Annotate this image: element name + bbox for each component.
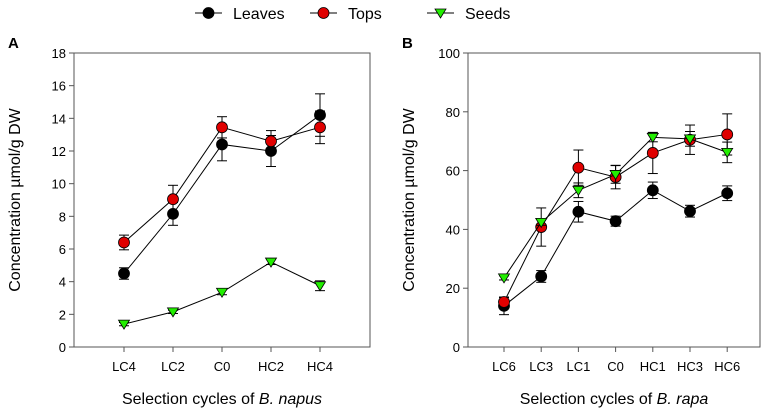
x-tick-label: LC6 — [492, 359, 516, 374]
x-tick-label: HC2 — [258, 359, 284, 374]
tops-marker — [572, 161, 585, 174]
seeds-marker — [683, 134, 697, 145]
panel-label: A — [8, 35, 19, 52]
seeds-marker — [646, 132, 660, 144]
x-tick-label: C0 — [214, 359, 231, 374]
legend-label: Leaves — [233, 6, 285, 23]
legend-item-leaves: Leaves — [195, 6, 285, 23]
x-tick-label: LC4 — [112, 359, 136, 374]
y-tick-label: 80 — [446, 105, 460, 120]
y-tick-label: 12 — [52, 144, 66, 159]
seeds-marker — [313, 281, 327, 292]
legend-label: Tops — [348, 6, 382, 23]
tops-marker — [317, 7, 330, 19]
leaves-marker — [535, 270, 548, 283]
y-tick-label: 18 — [52, 46, 66, 61]
y-tick-label: 2 — [59, 307, 66, 322]
legend-item-tops: Tops — [310, 6, 382, 23]
legend-label: Seeds — [465, 6, 510, 23]
tops-marker — [167, 193, 179, 206]
panel-a: A 0 2 4 6 8 10 12 14 16 18 LC4 LC2 C0 HC2 HC4 Concentrat… — [7, 35, 371, 408]
leaves-marker — [202, 7, 215, 19]
tops-marker — [118, 236, 130, 249]
x-axis-label: Selection cycles of B. rapa — [520, 391, 709, 408]
seeds-marker — [264, 257, 278, 268]
x-tick-label: HC6 — [714, 359, 740, 374]
x-tick-label: HC1 — [640, 359, 666, 374]
panel-label: B — [402, 35, 413, 52]
y-axis-label: Concentration µmol/g DW — [401, 107, 418, 291]
series-tops — [498, 113, 734, 308]
seeds-marker — [572, 185, 585, 197]
series-seeds — [117, 257, 327, 330]
y-tick-label: 8 — [59, 209, 66, 224]
panel-b: B 0 20 40 60 80 100 LC6 LC3 LC1 C0 HC1 HC3 HC6 Concent… — [401, 35, 761, 408]
seeds-marker — [720, 147, 734, 159]
tops-marker — [216, 121, 228, 134]
seeds-marker — [215, 287, 229, 299]
y-tick-label: 0 — [453, 340, 460, 355]
y-tick-label: 100 — [438, 46, 460, 61]
leaves-marker — [684, 205, 696, 218]
x-tick-label: LC1 — [566, 359, 590, 374]
series-tops — [118, 110, 326, 251]
leaves-marker — [216, 138, 228, 151]
leaves-marker — [572, 205, 585, 218]
y-tick-label: 40 — [446, 222, 460, 237]
seeds-marker — [434, 8, 447, 19]
leaves-marker — [118, 267, 130, 280]
y-tick-label: 20 — [446, 281, 460, 296]
tops-marker — [314, 121, 326, 134]
seeds-marker — [609, 170, 622, 181]
seeds-marker — [117, 319, 131, 330]
y-tick-label: 6 — [59, 242, 66, 257]
seeds-marker — [534, 217, 548, 229]
x-tick-label: HC3 — [677, 359, 703, 374]
y-tick-label: 10 — [52, 177, 66, 192]
plot-frame — [73, 52, 371, 348]
seeds-marker — [497, 273, 511, 284]
leaves-marker — [609, 215, 622, 228]
x-axis-label: Selection cycles of B. napus — [122, 391, 322, 408]
series-seeds — [497, 130, 734, 284]
series-leaves — [498, 181, 734, 316]
y-tick-label: 16 — [52, 79, 66, 94]
tops-marker — [498, 296, 510, 308]
y-tick-label: 4 — [59, 275, 66, 290]
y-axis-label: Concentration µmol/g DW — [7, 107, 24, 291]
tops-marker — [646, 147, 659, 159]
tops-marker — [265, 135, 277, 148]
y-tick-label: 60 — [446, 164, 460, 179]
y-tick-label: 0 — [59, 340, 66, 355]
x-tick-label: C0 — [607, 359, 624, 374]
leaves-marker — [646, 184, 659, 197]
plot-frame — [467, 52, 761, 348]
legend-item-seeds: Seeds — [427, 6, 510, 23]
tops-marker — [721, 128, 734, 141]
x-tick-label: LC3 — [529, 359, 553, 374]
leaves-marker — [721, 187, 734, 200]
y-tick-label: 14 — [52, 111, 66, 126]
seeds-marker — [166, 307, 180, 318]
x-tick-label: LC2 — [161, 359, 185, 374]
x-tick-label: HC4 — [307, 359, 333, 374]
